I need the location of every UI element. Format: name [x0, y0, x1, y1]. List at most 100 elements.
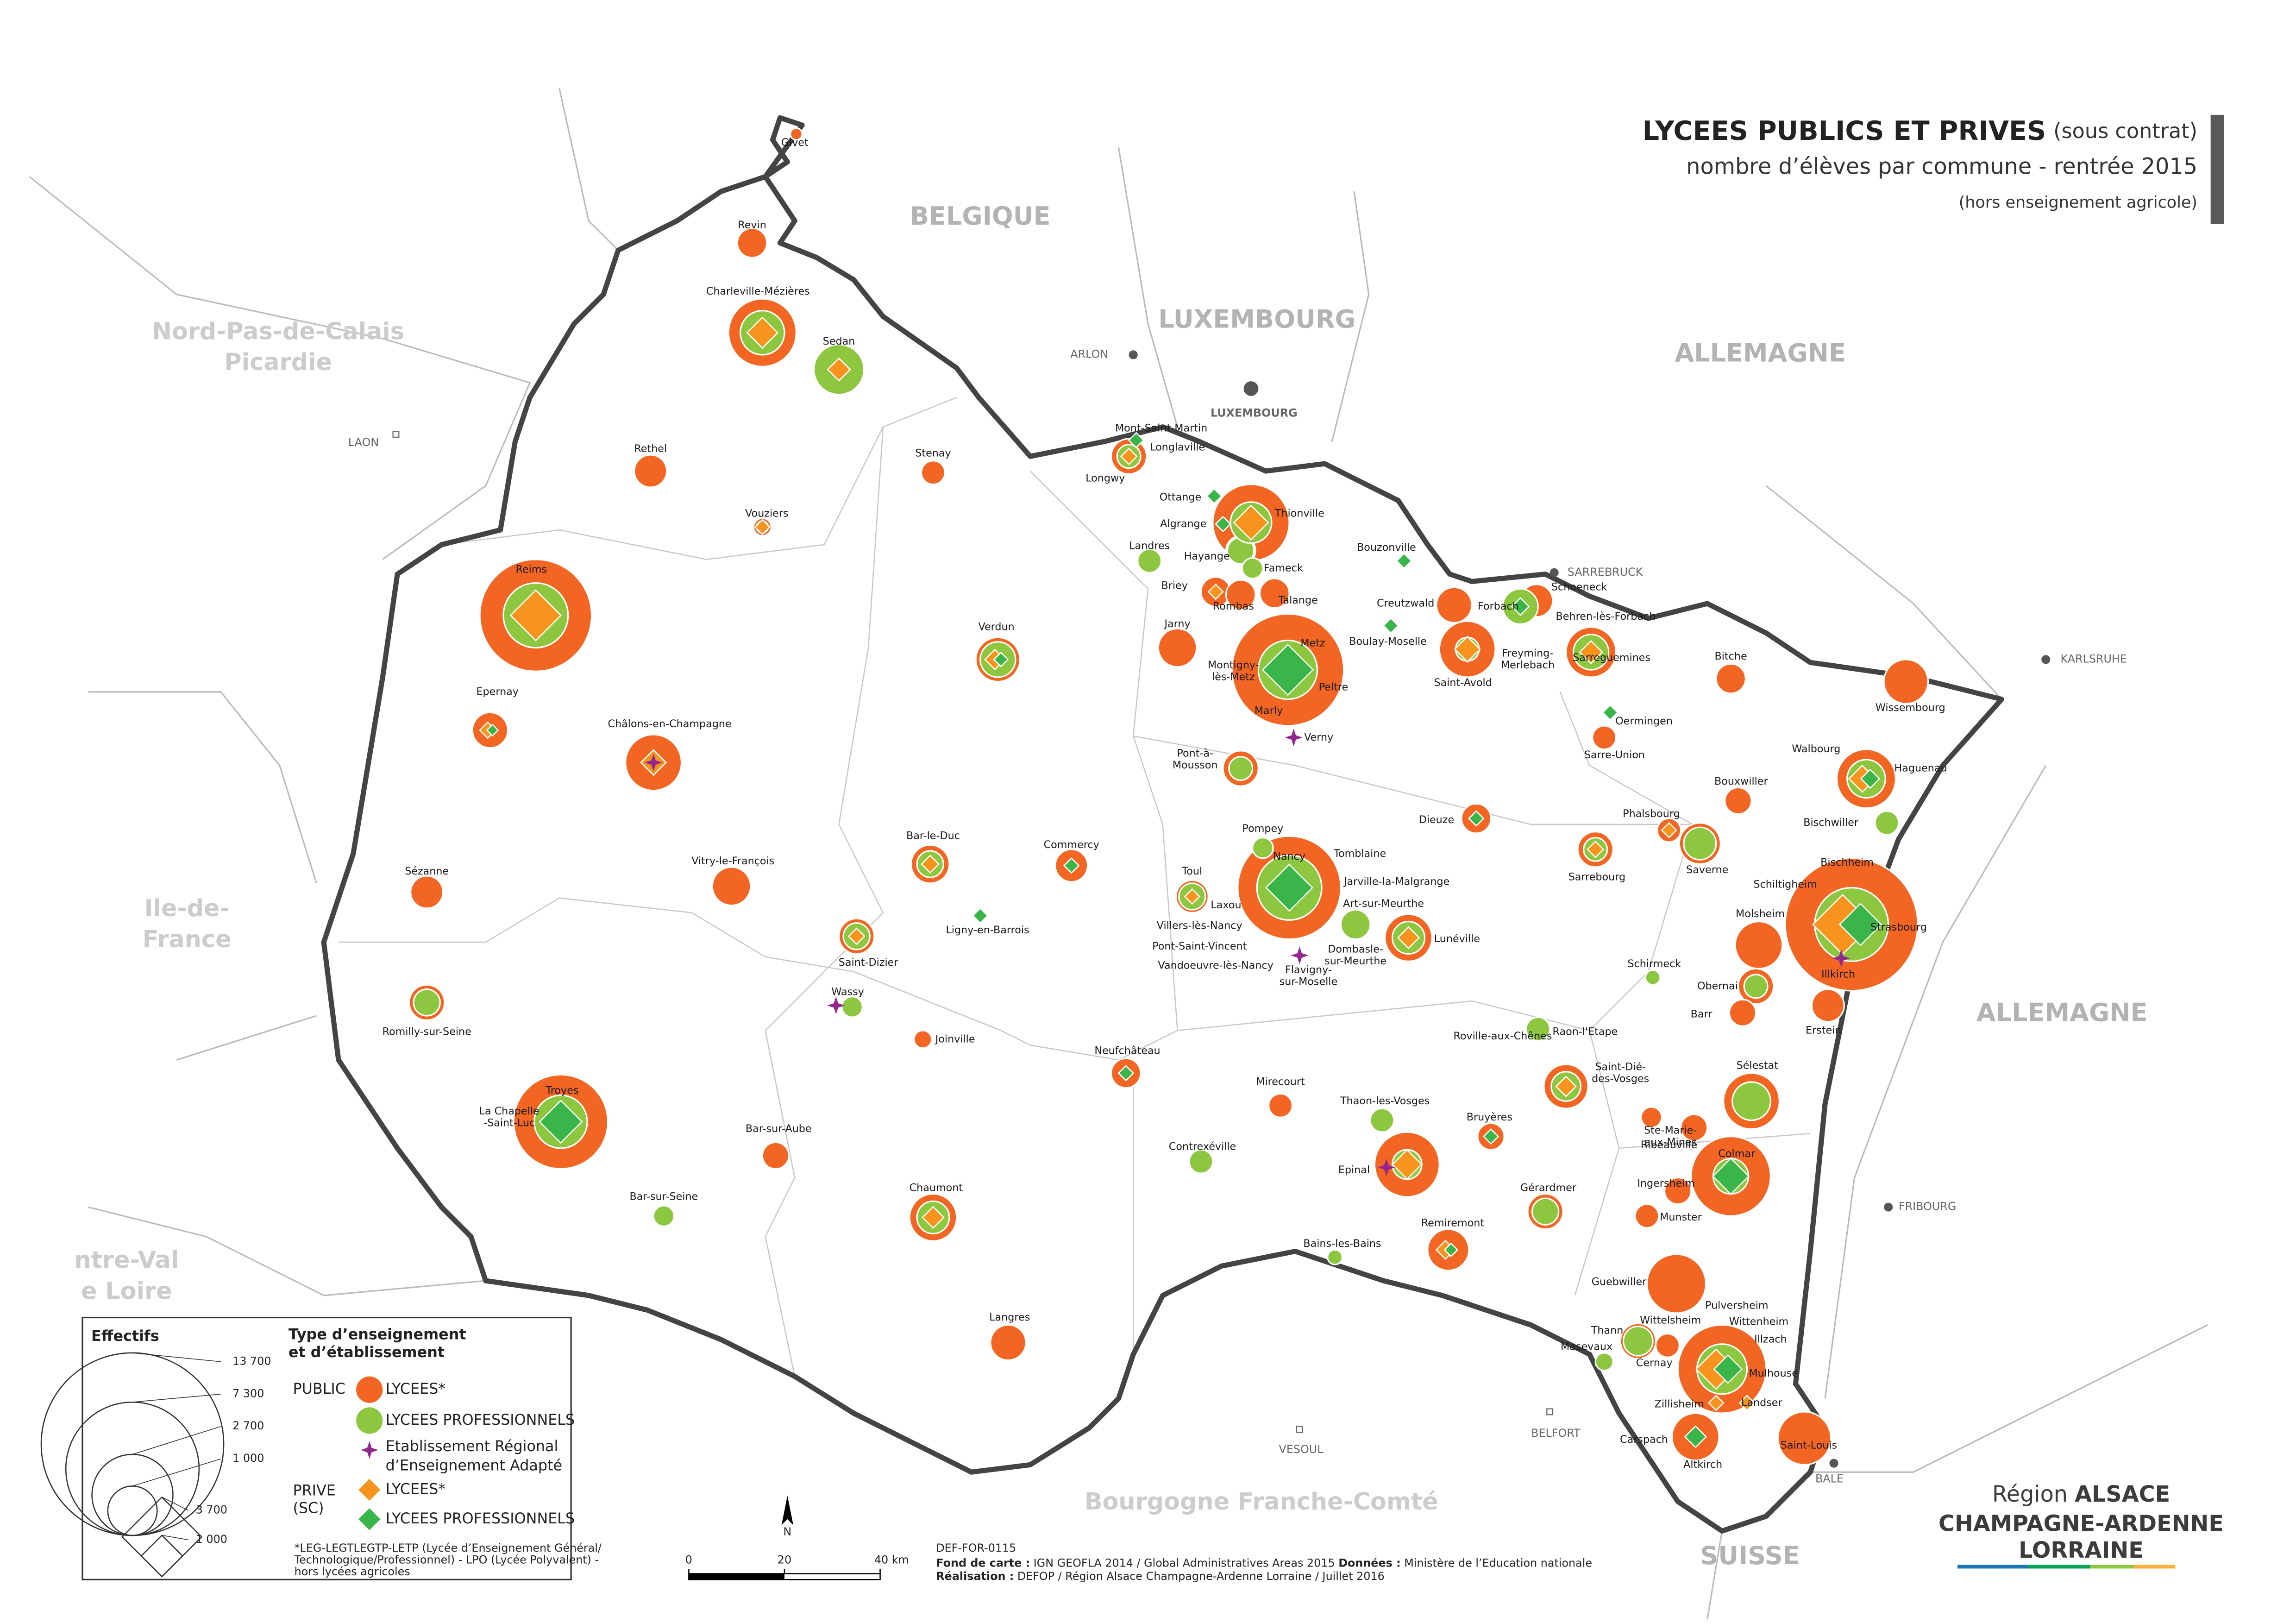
scale-label: 0: [685, 1553, 692, 1566]
border: [338, 897, 854, 972]
logo-line: CHAMPAGNE-ARDENNE: [1938, 1511, 2224, 1537]
lycee-public: [1655, 1333, 1680, 1358]
commune-label: Pont-Saint-Vincent: [1152, 940, 1247, 952]
lycee-pro-public: [413, 988, 441, 1017]
commune-label: Charleville-Mézières: [706, 285, 810, 297]
lycee-private: [1708, 1395, 1725, 1411]
commune-label: Commercy: [1044, 839, 1099, 851]
commune-label: Toul: [1182, 865, 1203, 877]
commune-label: Jarny: [1163, 618, 1190, 630]
commune-label: Sarrebourg: [1568, 871, 1625, 883]
lycee-public: [1640, 1106, 1662, 1129]
lycee-pro-private: [1063, 857, 1080, 874]
logo-part: Région: [1992, 1482, 2068, 1507]
country-label: LUXEMBOURG: [1158, 304, 1355, 333]
city-marker: [1546, 1408, 1554, 1415]
commune-label: Creutzwald: [1377, 598, 1434, 610]
commune-label: Pont-à-: [1177, 748, 1213, 760]
lycee-private: [1587, 840, 1605, 858]
lycee-public: [990, 1324, 1027, 1361]
scale-label: 20: [778, 1553, 791, 1566]
commune-label: Dieuze: [1419, 814, 1454, 826]
lycee-private: [509, 589, 562, 642]
commune-label: Oermingen: [1615, 715, 1673, 727]
commune-label: Roville-aux-Chênes: [1453, 1030, 1552, 1042]
logo-stripe: [2028, 1565, 2090, 1569]
lycee-private: [1120, 447, 1138, 466]
commune-label: Sarreguemines: [1573, 652, 1650, 664]
legend-size-diamond: [140, 1534, 184, 1578]
lycee-pro-private: [1206, 488, 1223, 504]
commune-label: Obernai: [1697, 980, 1738, 992]
commune-label: Neufchâteau: [1094, 1045, 1160, 1057]
country-label: ALLEMAGNE: [1976, 998, 2148, 1027]
department-borders: [338, 396, 1811, 1377]
commune-label: Mousson: [1173, 759, 1218, 771]
commune-label: aux-Mines: [1644, 1136, 1697, 1148]
lycee-public: [1157, 628, 1198, 668]
region-label: e Loire: [81, 1277, 172, 1304]
commune-label: Bouzonville: [1357, 541, 1416, 554]
legend-leader: [132, 1458, 221, 1487]
commune-label: Bar-sur-Aube: [746, 1123, 812, 1135]
legend-symbol: [356, 1376, 383, 1403]
labels: BELGIQUE LUXEMBOURG ALLEMAGNE ALLEMAGNE SUIS…: [74, 137, 2147, 1570]
lycee-private: [1454, 635, 1481, 663]
lycee-private: [754, 519, 771, 535]
legend-item: LYCEES PROFESSIONNELS: [386, 1412, 575, 1428]
commune-label: Bruyères: [1467, 1111, 1512, 1123]
city-marker: [1549, 568, 1559, 577]
lycee-pro-private: [1712, 1157, 1750, 1195]
border: [765, 427, 884, 1377]
commune-label: Ottange: [1160, 491, 1201, 503]
commune-label: Dombasle-: [1328, 943, 1383, 955]
border: [88, 1206, 486, 1296]
legend-leader: [162, 1497, 189, 1511]
commune-label: Landres: [1129, 540, 1170, 552]
commune-label: Stenay: [915, 447, 951, 459]
commune-label: Vitry-le-François: [691, 855, 774, 867]
city-marker: [1243, 381, 1259, 396]
lycee-pro-private: [1382, 617, 1399, 634]
legend-item: LYCEES PROFESSIONNELS: [386, 1510, 575, 1527]
commune-label: Longlaville: [1150, 441, 1205, 453]
commune-label: Hayange: [1184, 550, 1230, 562]
commune-label: Zillisheim: [1655, 1398, 1704, 1410]
commune-label: Wittelsheim: [1640, 1314, 1701, 1326]
lycee-pro-public: [1137, 548, 1162, 573]
legend-private: PRIVE: [293, 1483, 335, 1499]
legend-leader: [132, 1426, 221, 1455]
source-part: Ministère de l’Education nationale: [1404, 1556, 1592, 1569]
commune-label: Epinal: [1338, 1164, 1370, 1176]
lycee-pro-public: [1874, 810, 1900, 836]
source-line: Réalisation : DEFOP / Région Alsace Cham…: [936, 1569, 1384, 1582]
commune-label: Raon-l'Etape: [1553, 1025, 1618, 1038]
lycee-pro-private: [1468, 810, 1485, 827]
lycee-pro-public: [1644, 969, 1661, 986]
lycee-pro-private: [1602, 704, 1618, 721]
legend-item: LYCEES*: [386, 1481, 446, 1497]
legend-size-label: 1 000: [196, 1533, 227, 1546]
commune-label: des-Vosges: [1592, 1073, 1649, 1085]
commune-label: Vouziers: [745, 508, 788, 520]
legend-symbol: [356, 1407, 383, 1434]
commune-label: Marly: [1255, 705, 1283, 717]
commune-label: Altkirch: [1683, 1459, 1722, 1471]
commune-label: Sarre-Union: [1584, 749, 1645, 761]
lycee-pro-private: [1684, 1425, 1707, 1448]
lycee-public: [1715, 663, 1746, 694]
commune-label: Haguenau: [1895, 762, 1947, 774]
border: [176, 1015, 317, 1061]
legend-footnote: *LEG-LEGTLEGTP-LETP (Lycée d’Enseignemen…: [295, 1541, 602, 1554]
lycee-private: [1579, 640, 1603, 665]
commune-label: Sedan: [823, 335, 855, 347]
commune-label: Schoeneck: [1551, 581, 1607, 593]
lycee-private: [746, 316, 779, 349]
commune-label: Ingersheim: [1637, 1177, 1695, 1189]
commune-label: Contrexéville: [1169, 1140, 1236, 1152]
lycee-private: [1184, 888, 1201, 905]
border: [1117, 147, 1179, 428]
lycee-pro-private: [1265, 863, 1313, 912]
